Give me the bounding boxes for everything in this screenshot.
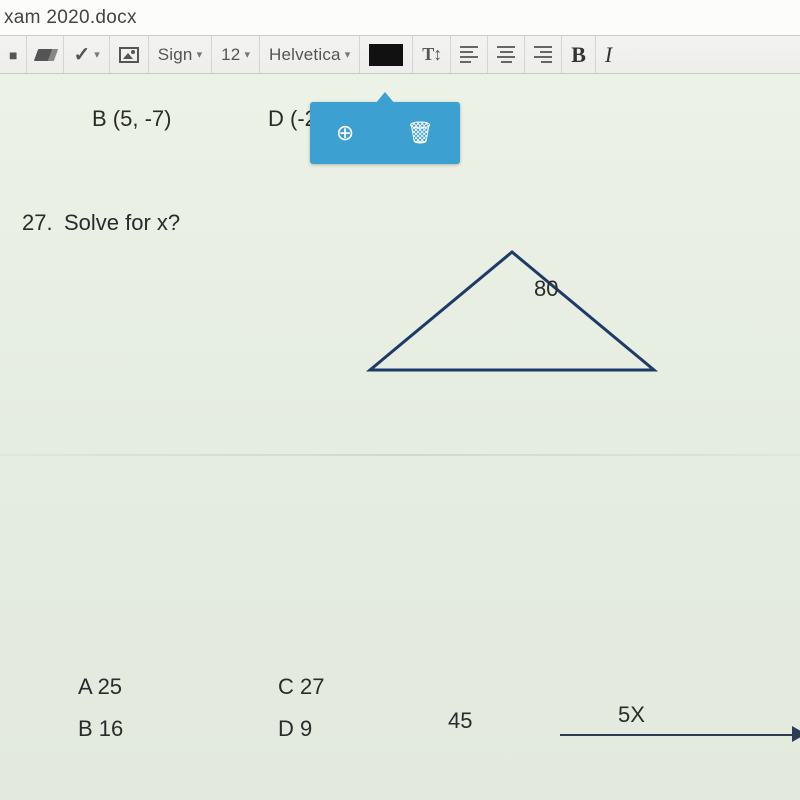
align-left-icon <box>460 46 478 63</box>
bold-icon: B <box>571 42 586 68</box>
prev-answer-b: B (5, -7) <box>92 106 171 132</box>
image-icon <box>119 47 139 63</box>
sign-tool[interactable]: Sign ▾ <box>149 36 212 73</box>
titlebar: xam 2020.docx <box>0 0 800 36</box>
image-tool[interactable] <box>110 36 149 73</box>
chevron-down-icon: ▾ <box>244 48 250 61</box>
italic-icon: I <box>605 42 612 68</box>
eraser-tool[interactable] <box>27 36 64 73</box>
annotation-popup: ⊕ 🗑 <box>310 102 460 164</box>
font-family-dropdown[interactable]: Helvetica ▾ <box>260 36 360 73</box>
answer-c: C 27 <box>278 674 478 700</box>
chevron-down-icon: ▾ <box>94 48 100 61</box>
align-right-icon <box>534 46 552 63</box>
comment-icon <box>9 45 17 65</box>
color-swatch <box>369 44 403 66</box>
sign-label: Sign <box>158 45 193 65</box>
align-center-button[interactable] <box>488 36 525 73</box>
ray-line <box>560 734 800 736</box>
triangle-svg <box>362 242 662 392</box>
extra-value-45: 45 <box>448 708 472 734</box>
delete-annotation-button[interactable]: 🗑 <box>406 120 434 146</box>
font-family-value: Helvetica <box>269 45 341 65</box>
color-picker[interactable] <box>360 36 413 73</box>
chevron-down-icon: ▾ <box>197 48 203 61</box>
answer-a: A 25 <box>78 674 278 700</box>
italic-button[interactable]: I <box>596 36 621 73</box>
bold-button[interactable]: B <box>562 36 596 73</box>
answer-choices: A 25 C 27 B 16 D 9 <box>78 674 478 742</box>
answer-b: B 16 <box>78 716 278 742</box>
eraser-icon <box>34 49 56 61</box>
check-icon <box>73 42 90 67</box>
extra-value-5x: 5X <box>618 702 645 728</box>
text-height-icon: T↕ <box>422 44 441 65</box>
text-height-tool[interactable]: T↕ <box>413 36 451 73</box>
triangle-shape <box>370 252 654 370</box>
align-center-icon <box>497 46 515 63</box>
triangle-angle-label: 80 <box>534 276 558 302</box>
document-title: xam 2020.docx <box>4 7 137 29</box>
page-divider <box>0 454 800 456</box>
toolbar: ▾ Sign ▾ 12 ▾ Helvetica ▾ T↕ B I <box>0 36 800 74</box>
chevron-down-icon: ▾ <box>345 48 351 61</box>
document-page: B (5, -7) D (-2, -1) ⊕ 🗑 27. Solve for x… <box>0 74 800 800</box>
comment-tool[interactable] <box>0 36 27 73</box>
align-left-button[interactable] <box>451 36 488 73</box>
ray-arrowhead <box>792 726 800 742</box>
check-tool[interactable]: ▾ <box>64 36 109 73</box>
triangle-figure: 80 <box>362 242 662 392</box>
move-annotation-button[interactable]: ⊕ <box>336 120 354 146</box>
question-number: 27. <box>22 210 53 236</box>
question-text: Solve for x? <box>64 210 180 236</box>
align-right-button[interactable] <box>525 36 562 73</box>
font-size-value: 12 <box>221 45 240 65</box>
font-size-dropdown[interactable]: 12 ▾ <box>212 36 260 73</box>
